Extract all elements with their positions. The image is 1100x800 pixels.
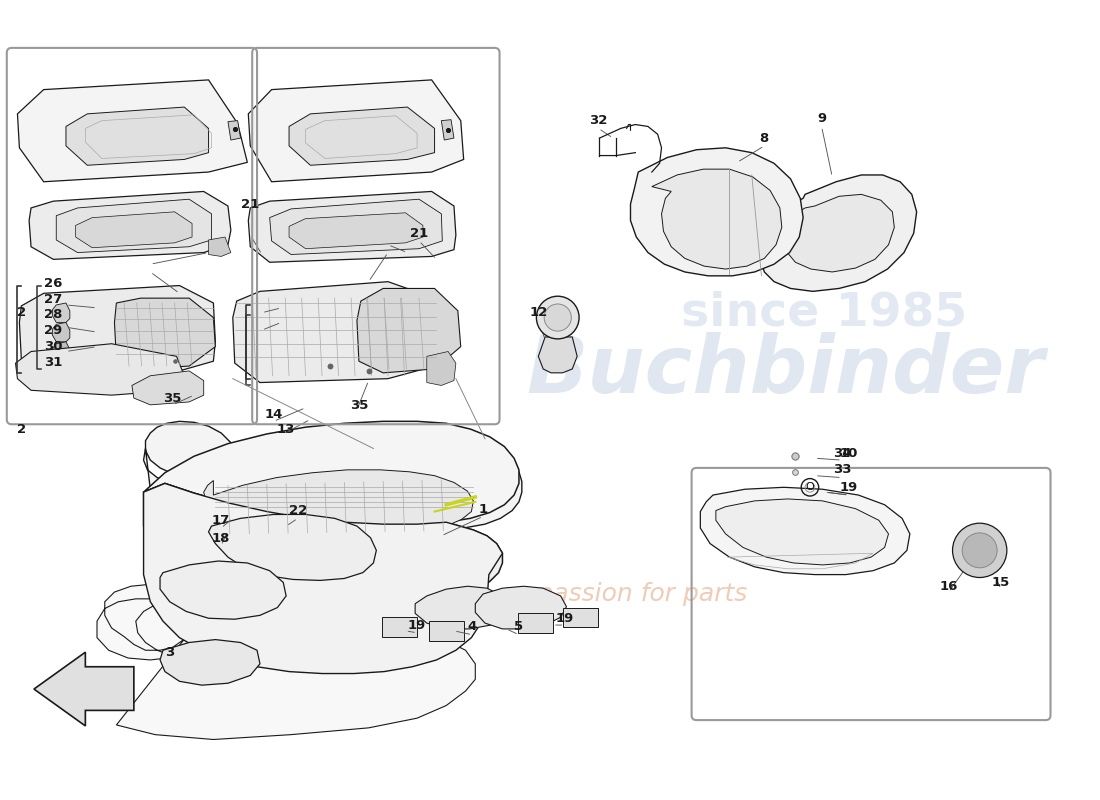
Text: 29: 29 (44, 324, 63, 337)
Polygon shape (76, 212, 192, 248)
Text: 33: 33 (833, 463, 851, 476)
Polygon shape (382, 618, 417, 637)
Text: 12: 12 (529, 306, 548, 319)
Polygon shape (760, 175, 916, 291)
Polygon shape (652, 169, 782, 269)
Polygon shape (66, 107, 209, 166)
Text: 28: 28 (44, 308, 63, 321)
Text: Buchbinder: Buchbinder (527, 332, 1045, 410)
Polygon shape (415, 586, 509, 629)
Text: 5: 5 (515, 621, 524, 634)
Text: 35: 35 (164, 391, 182, 405)
Polygon shape (518, 614, 553, 633)
Polygon shape (18, 80, 248, 182)
Polygon shape (97, 584, 475, 739)
Polygon shape (249, 191, 455, 262)
Text: 32: 32 (590, 114, 607, 127)
Polygon shape (204, 470, 473, 536)
Text: 26: 26 (44, 277, 63, 290)
Polygon shape (358, 289, 461, 373)
Polygon shape (429, 621, 464, 641)
Text: 14: 14 (264, 408, 283, 421)
Polygon shape (29, 191, 231, 259)
Text: a passion for parts: a passion for parts (514, 582, 747, 606)
Polygon shape (209, 237, 231, 257)
Polygon shape (144, 483, 503, 606)
Polygon shape (538, 337, 578, 373)
Text: 21: 21 (241, 198, 260, 210)
Text: 19: 19 (408, 618, 426, 631)
Text: 19: 19 (556, 612, 574, 625)
Polygon shape (441, 120, 454, 140)
Text: 13: 13 (277, 422, 295, 435)
Polygon shape (630, 148, 803, 276)
Polygon shape (144, 483, 503, 674)
Text: 17: 17 (212, 514, 230, 526)
Text: 31: 31 (44, 356, 63, 369)
Text: 10: 10 (839, 447, 858, 460)
Text: 8: 8 (760, 132, 769, 145)
Text: 21: 21 (410, 226, 428, 240)
Polygon shape (53, 322, 69, 342)
Text: 30: 30 (44, 340, 63, 353)
Polygon shape (562, 607, 597, 627)
Text: 19: 19 (839, 481, 858, 494)
Polygon shape (144, 422, 519, 524)
Circle shape (544, 304, 571, 331)
Polygon shape (427, 351, 455, 386)
Polygon shape (15, 344, 185, 395)
Polygon shape (701, 487, 910, 574)
Text: 18: 18 (212, 532, 230, 546)
Text: 16: 16 (939, 580, 958, 593)
Text: 2: 2 (16, 422, 26, 435)
Polygon shape (160, 639, 260, 685)
Polygon shape (114, 298, 216, 369)
Polygon shape (144, 422, 521, 530)
Polygon shape (289, 107, 434, 166)
Polygon shape (132, 371, 204, 405)
Text: 22: 22 (288, 504, 307, 517)
Text: 15: 15 (992, 576, 1010, 589)
Polygon shape (20, 286, 216, 376)
Text: 34: 34 (833, 447, 851, 460)
Polygon shape (475, 586, 566, 629)
Polygon shape (233, 282, 439, 382)
Polygon shape (56, 199, 211, 253)
Text: since 1985: since 1985 (681, 290, 968, 335)
Polygon shape (270, 199, 442, 254)
Text: 2: 2 (16, 306, 26, 319)
Polygon shape (784, 194, 894, 272)
Circle shape (537, 296, 579, 339)
Text: 35: 35 (350, 399, 368, 412)
Polygon shape (289, 213, 422, 249)
Circle shape (953, 523, 1007, 578)
Text: 9: 9 (817, 112, 826, 126)
Text: 4: 4 (468, 621, 477, 634)
Polygon shape (716, 499, 889, 565)
Text: 1: 1 (478, 503, 487, 516)
Polygon shape (160, 561, 286, 619)
Circle shape (962, 533, 997, 568)
Polygon shape (53, 303, 69, 322)
Text: O: O (805, 482, 814, 492)
Text: 27: 27 (44, 293, 63, 306)
Polygon shape (53, 342, 69, 363)
Polygon shape (228, 121, 241, 140)
Polygon shape (34, 652, 134, 726)
Polygon shape (209, 514, 376, 581)
Text: 3: 3 (165, 646, 175, 658)
Polygon shape (249, 80, 464, 182)
